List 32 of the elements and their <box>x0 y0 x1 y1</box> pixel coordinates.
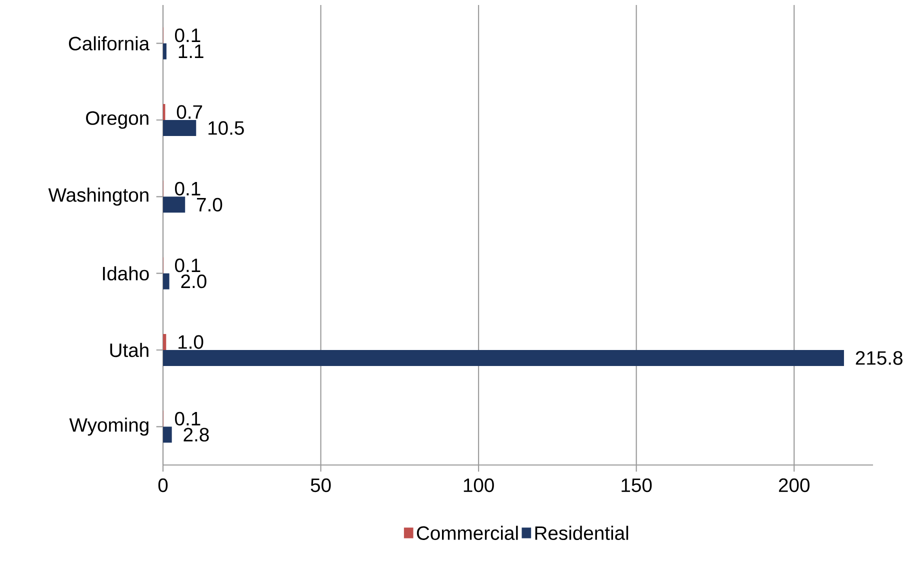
data-label: 2.0 <box>181 274 206 288</box>
y-tick-label: Utah <box>110 342 148 358</box>
bar <box>163 273 170 290</box>
data-label: 0.1 <box>175 28 200 42</box>
legend-label: Residential <box>535 526 628 540</box>
x-tick-label: 50 <box>310 478 331 492</box>
y-tick-label: Oregon <box>86 111 148 129</box>
data-label: 215.8 <box>856 351 902 365</box>
y-tick-label: Wyoming <box>69 418 148 436</box>
bar <box>163 350 844 366</box>
data-label: 1.1 <box>178 44 204 58</box>
bar <box>163 43 166 60</box>
data-label: 10.5 <box>208 121 244 135</box>
y-tick-label: California <box>68 36 150 50</box>
bar <box>163 426 172 443</box>
data-label: 0.1 <box>175 412 200 426</box>
x-tick-label: 0 <box>158 478 168 492</box>
x-tick-label: 100 <box>464 478 494 492</box>
legend-label: Commercial <box>416 526 518 540</box>
x-tick-label: 200 <box>778 478 810 492</box>
data-label: 0.1 <box>175 182 200 196</box>
y-tick-label: Idaho <box>103 266 149 280</box>
bar <box>163 196 186 213</box>
data-label: 0.7 <box>176 105 202 119</box>
data-label: 2.8 <box>184 428 209 442</box>
data-label: 0.1 <box>175 258 200 272</box>
bar <box>163 334 166 350</box>
x-tick-label: 150 <box>622 478 652 492</box>
bar <box>163 120 196 136</box>
data-label: 1.0 <box>178 335 204 349</box>
data-label: 7.0 <box>197 198 222 212</box>
y-tick-label: Washington <box>48 188 148 206</box>
